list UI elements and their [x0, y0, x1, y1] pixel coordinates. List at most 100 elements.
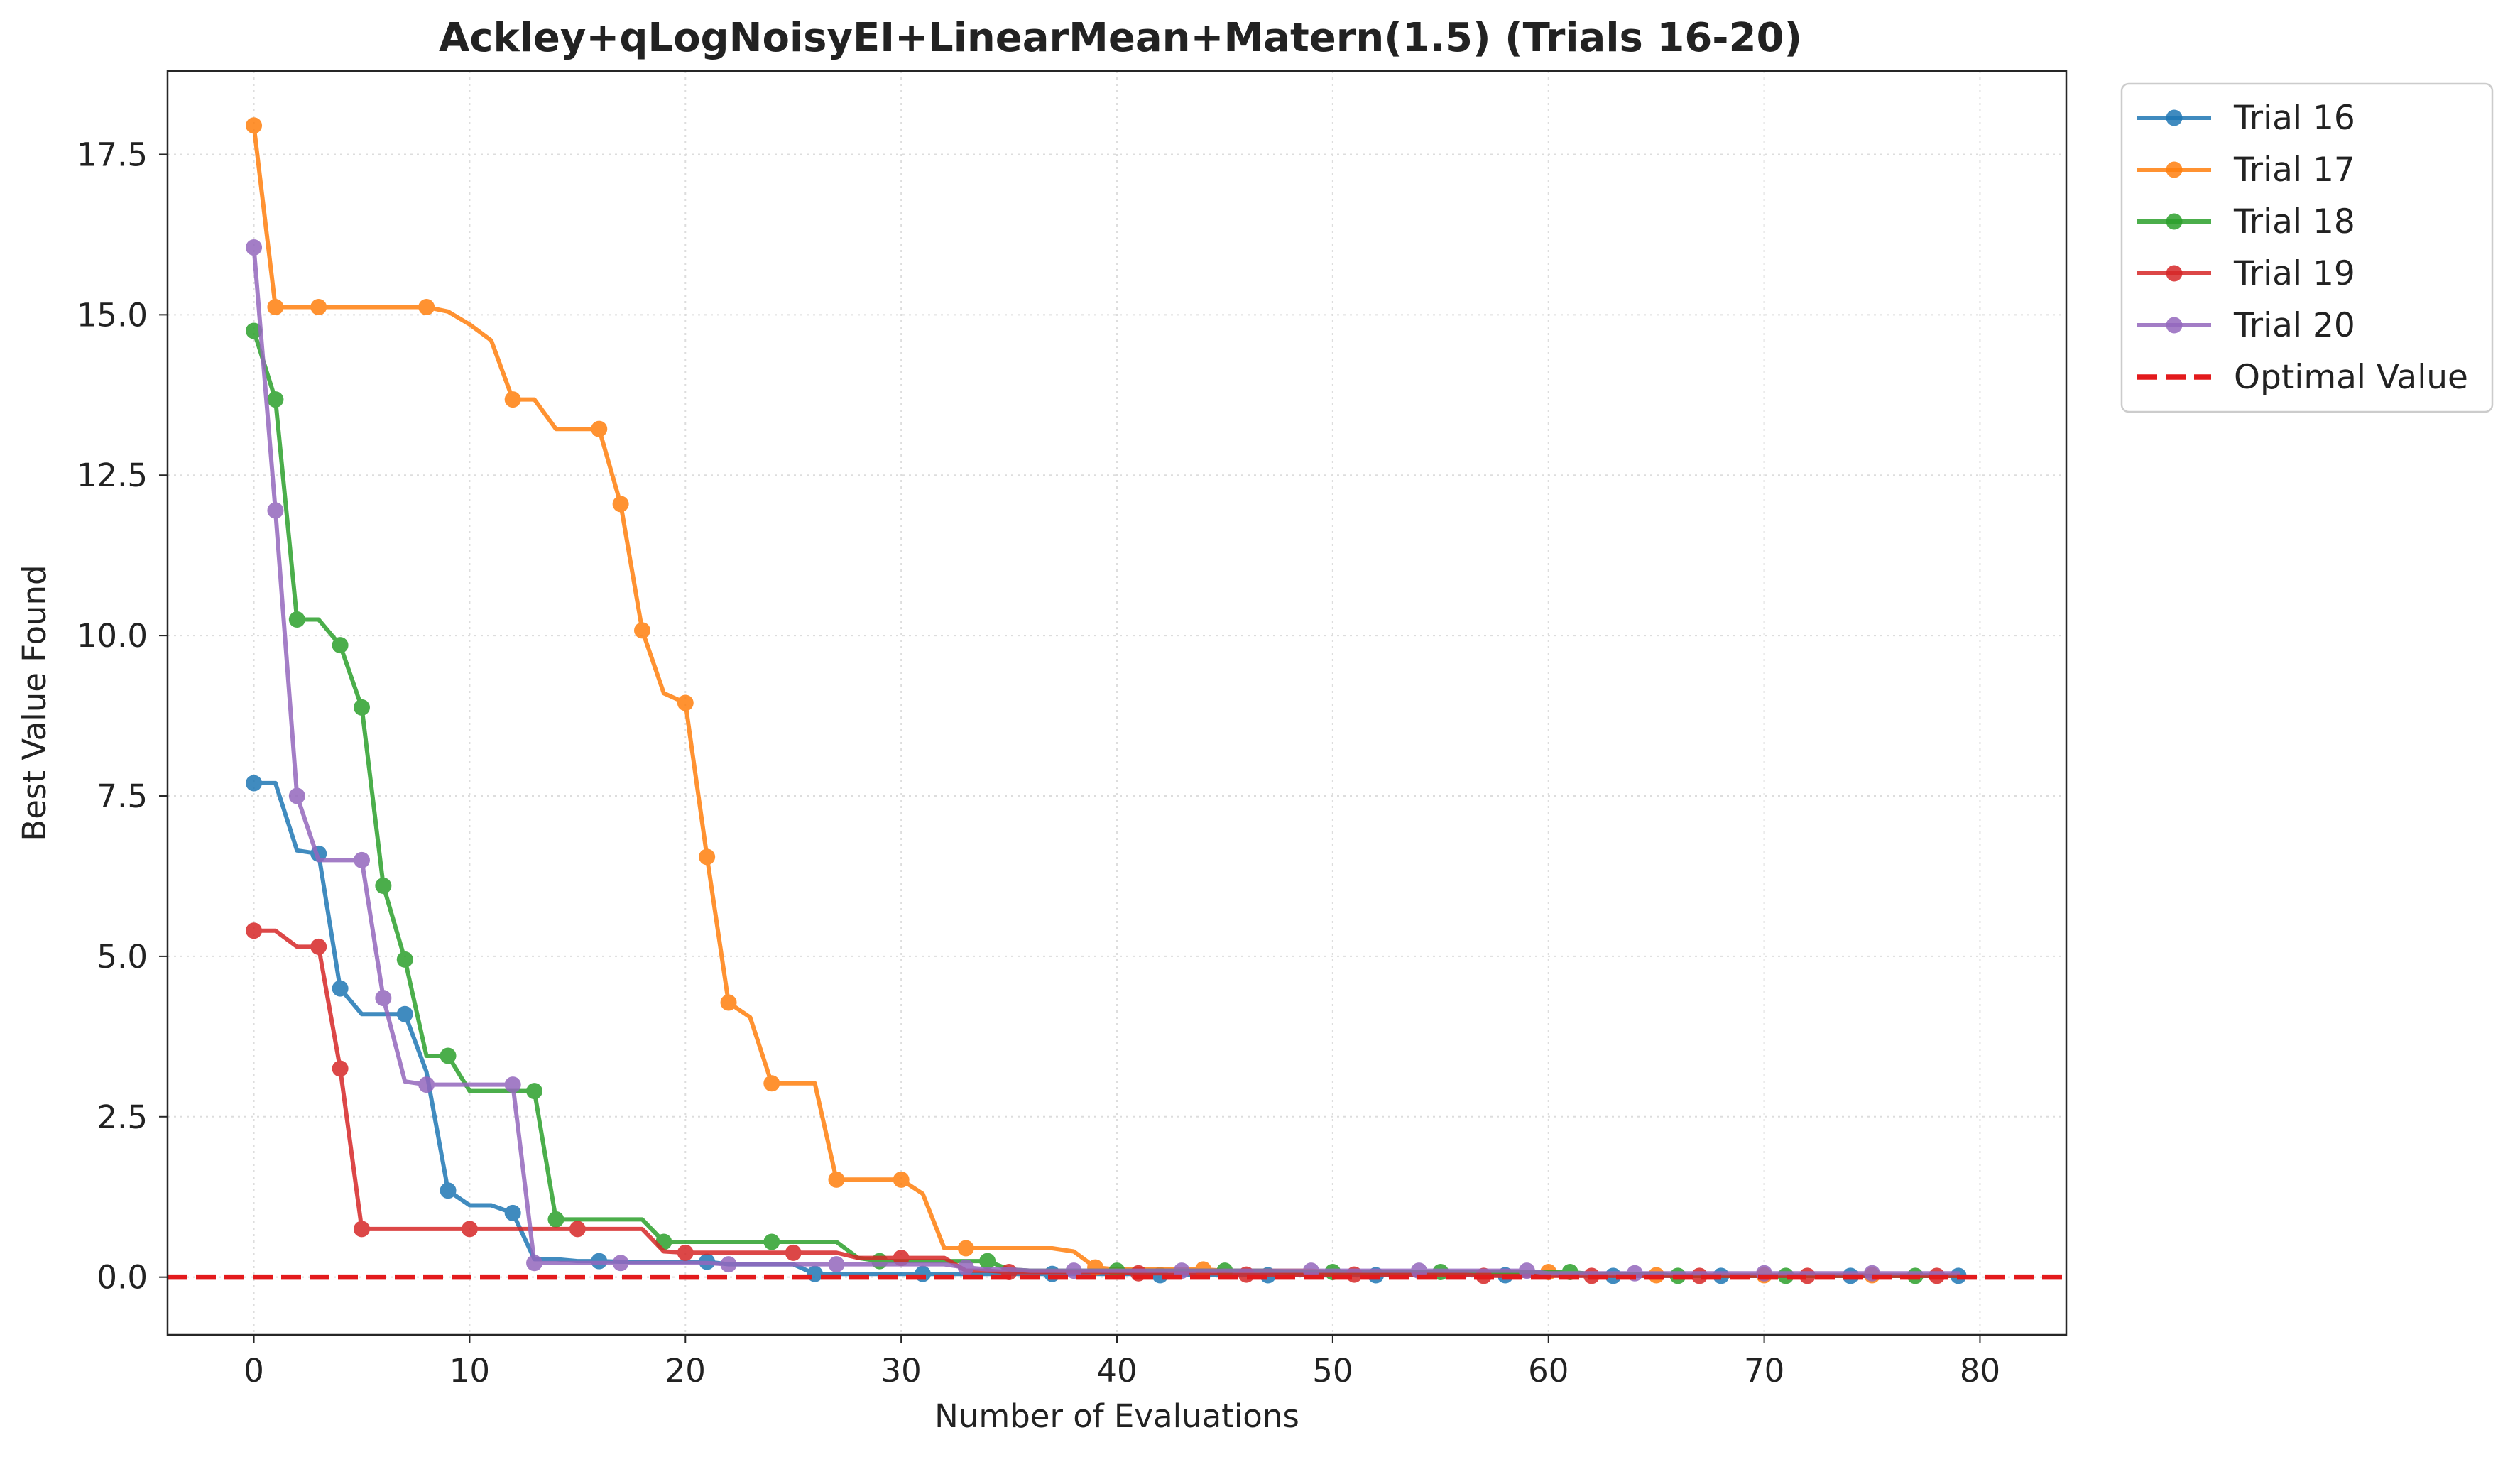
- data-point: [310, 299, 327, 316]
- x-tick-label: 60: [1528, 1352, 1569, 1390]
- legend-label: Trial 18: [2233, 202, 2355, 241]
- data-point: [353, 699, 370, 716]
- series-line: [251, 123, 1961, 1277]
- data-point: [353, 1221, 370, 1238]
- x-tick-label: 50: [1312, 1352, 1353, 1390]
- x-tick-label: 10: [449, 1352, 490, 1390]
- legend-marker: [2166, 109, 2183, 126]
- chart-title: Ackley+qLogNoisyEI+LinearMean+Matern(1.5…: [439, 15, 1802, 61]
- data-point: [677, 694, 694, 711]
- y-tick-label: 12.5: [77, 457, 148, 494]
- legend-marker: [2166, 265, 2183, 282]
- data-point: [353, 851, 370, 868]
- series-layer: [168, 117, 2066, 1284]
- data-point: [979, 1253, 996, 1270]
- data-point: [957, 1259, 974, 1276]
- data-point: [440, 1047, 457, 1064]
- legend-label: Trial 19: [2233, 254, 2355, 293]
- series-line: [251, 928, 1961, 1278]
- data-point: [375, 878, 392, 895]
- legend-marker: [2166, 161, 2183, 178]
- data-point: [504, 1076, 521, 1093]
- y-tick-label: 2.5: [97, 1098, 148, 1136]
- series-trial-19: [246, 922, 1961, 1284]
- x-tick-label: 20: [665, 1352, 706, 1390]
- data-point: [332, 980, 349, 997]
- legend-entry: Trial 19: [2137, 254, 2355, 293]
- legend-marker: [2166, 213, 2183, 230]
- legend-entry: Trial 16: [2137, 99, 2355, 138]
- legend-marker: [2166, 317, 2183, 334]
- data-point: [547, 1211, 564, 1228]
- data-point: [267, 502, 284, 519]
- legend-entry: Trial 20: [2137, 306, 2355, 345]
- legend-entry: Trial 18: [2137, 202, 2355, 241]
- data-point: [957, 1240, 974, 1257]
- legend-entry: Trial 17: [2137, 151, 2355, 190]
- data-point: [526, 1083, 543, 1100]
- data-point: [461, 1221, 478, 1238]
- y-tick-label: 5.0: [97, 938, 148, 976]
- x-axis-label: Number of Evaluations: [934, 1397, 1299, 1435]
- legend-label: Trial 17: [2233, 151, 2355, 190]
- series-trial-20: [246, 239, 1961, 1282]
- x-tick-label: 40: [1096, 1352, 1137, 1390]
- data-point: [246, 239, 263, 256]
- plot-area: [168, 117, 2066, 1284]
- data-point: [310, 938, 327, 955]
- data-point: [569, 1221, 586, 1238]
- series-trial-18: [246, 322, 1961, 1284]
- legend-label: Trial 16: [2233, 99, 2355, 138]
- series-line: [251, 780, 1961, 1278]
- data-point: [332, 637, 349, 654]
- y-axis-label: Best Value Found: [16, 564, 53, 841]
- y-tick-label: 10.0: [77, 617, 148, 655]
- data-point: [763, 1233, 780, 1250]
- data-point: [591, 420, 608, 437]
- y-tick-label: 7.5: [97, 777, 148, 815]
- y-axis-ticks: 0.0 2.5 5.0 7.5 10.0 12.5 15.0 17.5: [77, 136, 168, 1297]
- y-tick-label: 0.0: [97, 1259, 148, 1297]
- data-point: [893, 1171, 910, 1188]
- series-trial-17: [246, 117, 1961, 1284]
- data-point: [504, 391, 521, 408]
- x-tick-label: 70: [1744, 1352, 1784, 1390]
- data-point: [612, 496, 629, 513]
- data-point: [246, 775, 263, 792]
- legend-box: [2120, 82, 2494, 413]
- data-point: [871, 1253, 888, 1270]
- data-point: [267, 299, 284, 316]
- data-point: [396, 1005, 413, 1022]
- x-tick-label: 80: [1960, 1352, 2000, 1390]
- legend: Trial 16 Trial 17 Trial 18 Trial 19 Trial 20…: [2120, 82, 2494, 413]
- data-point: [396, 951, 413, 968]
- data-point: [418, 1076, 435, 1093]
- data-point: [440, 1182, 457, 1199]
- data-point: [828, 1256, 845, 1273]
- series-trial-16: [246, 775, 1967, 1284]
- data-point: [828, 1171, 845, 1188]
- data-point: [634, 622, 650, 639]
- data-point: [785, 1244, 802, 1261]
- data-point: [720, 994, 737, 1011]
- data-point: [418, 299, 435, 316]
- x-tick-label: 30: [881, 1352, 922, 1390]
- x-axis-ticks: 0 10 20 30 40 50 60 70 80: [244, 1335, 2000, 1390]
- data-point: [288, 787, 305, 804]
- data-point: [375, 990, 392, 1007]
- data-point: [677, 1244, 694, 1261]
- x-tick-label: 0: [244, 1352, 264, 1390]
- data-point: [246, 322, 263, 339]
- legend-label: Trial 20: [2233, 306, 2355, 345]
- series-line: [251, 328, 1961, 1278]
- data-point: [699, 848, 716, 866]
- data-point: [332, 1060, 349, 1077]
- legend-label: Optimal Value: [2234, 358, 2468, 397]
- data-point: [720, 1256, 737, 1273]
- data-point: [288, 611, 305, 628]
- data-point: [246, 922, 263, 939]
- grid-lines: [168, 71, 2066, 1335]
- data-point: [763, 1075, 780, 1092]
- data-point: [267, 391, 284, 408]
